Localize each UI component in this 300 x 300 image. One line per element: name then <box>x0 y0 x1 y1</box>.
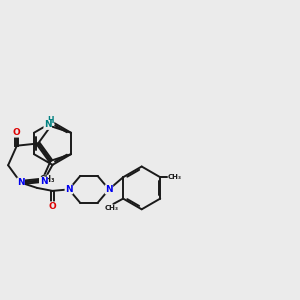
Text: N: N <box>65 185 73 194</box>
Text: CH₃: CH₃ <box>168 174 182 180</box>
Text: O: O <box>49 202 56 211</box>
Text: O: O <box>13 128 21 137</box>
Text: N: N <box>17 178 25 187</box>
Text: CH₃: CH₃ <box>39 175 55 184</box>
Text: N: N <box>105 185 113 194</box>
Text: H: H <box>47 116 54 125</box>
Text: N: N <box>40 177 47 186</box>
Text: N: N <box>44 121 52 130</box>
Text: CH₃: CH₃ <box>105 205 119 211</box>
